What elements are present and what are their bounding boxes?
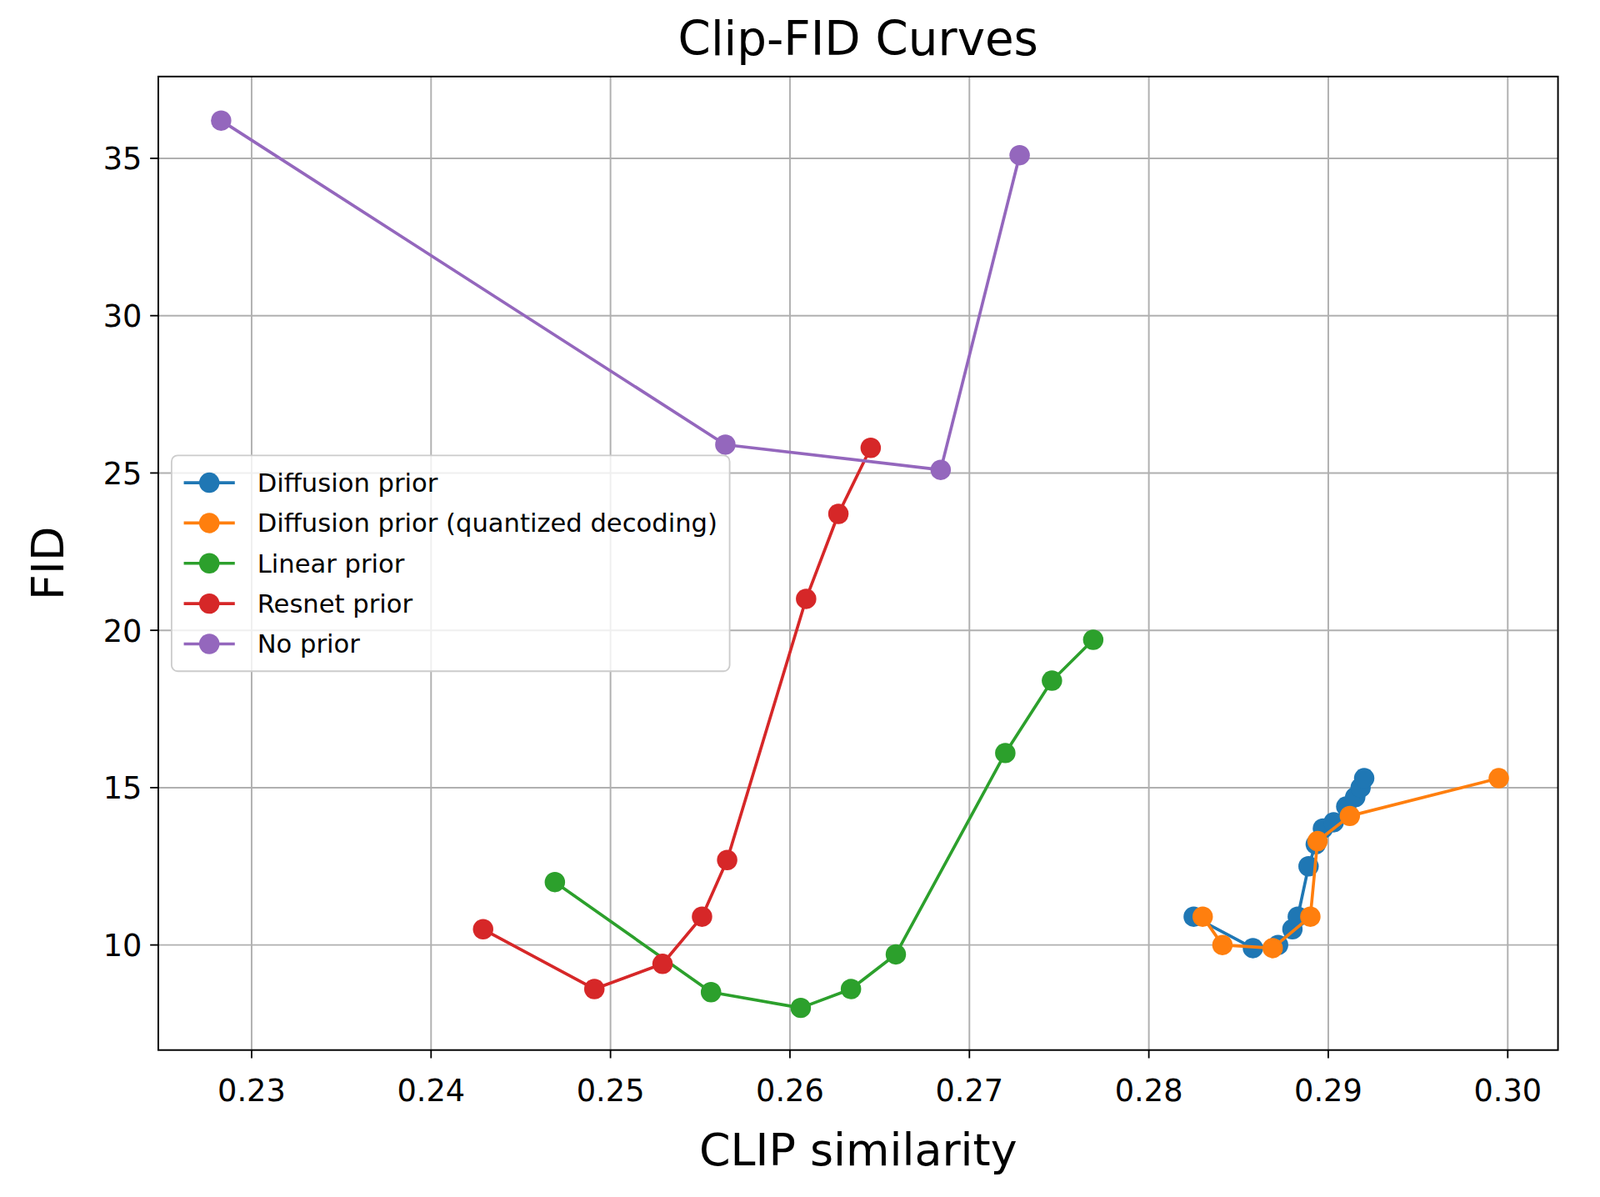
grid-line: [158, 315, 1559, 317]
marker: [716, 849, 737, 870]
tick: [610, 1050, 612, 1059]
grid-line: [968, 76, 970, 1050]
legend-label: Diffusion prior (quantized decoding): [257, 508, 718, 538]
series-line: [555, 639, 1094, 1008]
grid-line: [158, 786, 1559, 789]
marker: [691, 905, 712, 926]
marker: [840, 978, 861, 999]
tick: [1327, 1050, 1330, 1059]
tick: [1506, 1050, 1509, 1059]
tick: [150, 315, 159, 317]
tick-label: 0.24: [396, 1072, 465, 1109]
tick-label: 0.29: [1294, 1072, 1363, 1109]
legend-label: No prior: [257, 629, 361, 659]
marker: [1009, 145, 1030, 165]
grid-line: [158, 944, 1559, 946]
marker: [885, 944, 906, 965]
legend-swatch: [199, 633, 220, 654]
marker: [545, 871, 565, 892]
marker: [1354, 767, 1375, 788]
grid-line: [158, 157, 1559, 160]
marker: [472, 919, 493, 940]
marker: [1488, 767, 1509, 788]
marker: [1041, 670, 1062, 690]
marker: [584, 978, 605, 999]
marker: [1300, 905, 1320, 926]
marker: [1192, 905, 1213, 926]
tick-label: 0.26: [755, 1072, 825, 1109]
series-line: [1193, 778, 1365, 949]
legend-swatch: [199, 512, 220, 533]
legend-frame: [171, 455, 730, 671]
tick: [150, 786, 159, 789]
legend: Diffusion prior Diffusion prior (quantize…: [171, 455, 730, 671]
tick: [150, 157, 159, 160]
marker: [860, 437, 881, 458]
marker: [1307, 830, 1328, 851]
legend-label: Diffusion prior: [257, 468, 439, 498]
tick: [150, 629, 159, 631]
chart: 0.23 0.24 0.25 0.26 0.27 0.28 0.29 0.30 10 15 20 25…: [0, 0, 1600, 1197]
tick: [430, 1050, 432, 1059]
grid-line: [1506, 76, 1509, 1050]
grid-line: [789, 76, 791, 1050]
series-line: [1202, 778, 1499, 949]
background: [0, 0, 1600, 1197]
marker: [700, 981, 721, 1002]
marker: [1262, 937, 1283, 958]
legend-swatch: [199, 553, 220, 574]
y-axis-label: FID: [21, 526, 75, 600]
x-axis-label: CLIP similarity: [699, 1123, 1018, 1176]
title: Clip-FID Curves: [678, 11, 1039, 66]
tick-label: 0.25: [576, 1072, 645, 1109]
tick: [250, 1050, 253, 1059]
marker: [652, 953, 673, 974]
tick: [150, 472, 159, 475]
legend-swatch: [199, 472, 220, 493]
tick-label: 0.28: [1115, 1072, 1184, 1109]
tick: [1148, 1050, 1150, 1059]
tick-label: 15: [103, 770, 143, 806]
tick-label: 10: [103, 927, 143, 964]
tick: [968, 1050, 970, 1059]
tick: [789, 1050, 791, 1059]
tick-label: 30: [103, 298, 143, 335]
marker: [210, 110, 231, 130]
legend-label: Resnet prior: [257, 589, 414, 619]
grid-line: [1327, 76, 1330, 1050]
tick-label: 0.23: [217, 1072, 286, 1109]
marker: [930, 459, 951, 480]
tick-label: 0.30: [1473, 1072, 1542, 1109]
tick: [150, 944, 159, 946]
marker: [795, 588, 816, 609]
tick-label: 35: [103, 140, 143, 177]
legend-label: Linear prior: [257, 549, 405, 579]
series-line: [220, 120, 1020, 470]
grid-line: [1148, 76, 1150, 1050]
legend-swatch: [199, 593, 220, 614]
tick-label: 25: [103, 455, 143, 492]
marker: [1083, 629, 1104, 650]
marker: [828, 503, 849, 524]
marker: [715, 434, 735, 455]
tick-label: 20: [103, 613, 143, 650]
marker: [1212, 934, 1233, 955]
marker: [790, 997, 811, 1018]
marker: [1340, 805, 1360, 826]
tick-label: 0.27: [935, 1072, 1004, 1109]
marker: [995, 742, 1015, 763]
frame: [158, 76, 1559, 1050]
